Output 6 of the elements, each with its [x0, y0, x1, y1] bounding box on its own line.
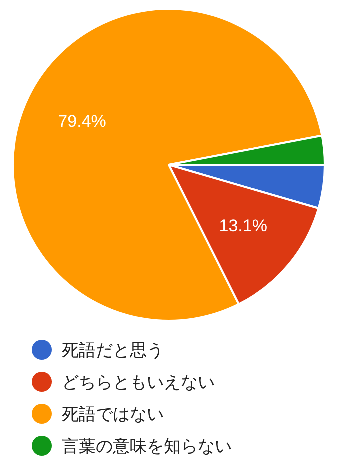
legend-label: 死語ではない: [62, 404, 164, 426]
data-label: 13.1%: [219, 216, 268, 236]
legend-label: どちらともいえない: [62, 372, 215, 394]
data-label: 79.4%: [58, 112, 106, 131]
legend-label: 死語だと思う: [62, 340, 164, 362]
legend-label: 言葉の意味を知らない: [62, 436, 232, 458]
